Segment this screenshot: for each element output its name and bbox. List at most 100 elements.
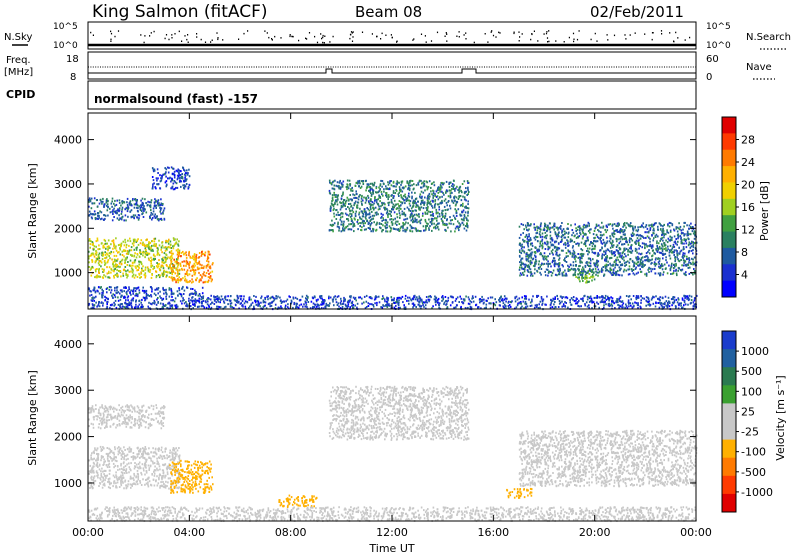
data-cell — [348, 179, 351, 182]
noise-point — [590, 38, 592, 41]
data-cell — [186, 269, 189, 272]
data-cell — [455, 214, 458, 217]
data-cell — [363, 220, 365, 223]
data-cell — [347, 187, 350, 190]
data-cell — [415, 203, 418, 206]
data-cell — [620, 235, 622, 238]
data-cell — [187, 187, 190, 190]
data-cell — [640, 252, 643, 255]
data-cell — [146, 245, 149, 248]
data-cell — [683, 248, 685, 250]
data-cell — [346, 225, 349, 228]
data-cell — [573, 268, 575, 270]
noise-point — [200, 38, 202, 41]
data-cell — [558, 257, 561, 260]
data-cell — [423, 184, 426, 187]
data-cell — [573, 253, 575, 256]
data-cell — [370, 192, 372, 195]
data-cell — [647, 303, 649, 306]
data-cell — [141, 197, 144, 200]
noise-point — [376, 35, 378, 38]
data-cell — [134, 294, 136, 297]
data-cell — [164, 246, 167, 249]
data-cell — [599, 234, 602, 237]
data-cell — [668, 254, 671, 257]
data-cell — [192, 258, 195, 261]
data-cell — [675, 226, 678, 229]
data-cell — [593, 252, 595, 254]
data-cell — [638, 247, 640, 250]
data-cell — [601, 270, 603, 273]
data-cell — [195, 255, 197, 258]
data-cell — [612, 264, 614, 267]
data-cell — [442, 220, 444, 223]
data-cell — [126, 276, 128, 279]
data-cell — [123, 201, 125, 203]
data-cell — [432, 196, 434, 199]
data-cell — [154, 198, 156, 201]
noise-point — [430, 40, 433, 42]
data-cell — [186, 273, 189, 276]
data-cell — [547, 274, 549, 277]
data-cell — [641, 297, 644, 300]
data-cell — [94, 217, 97, 219]
data-cell — [183, 186, 185, 189]
data-cell — [137, 218, 140, 221]
data-cell — [677, 297, 679, 300]
data-cell — [412, 302, 415, 305]
data-cell — [639, 260, 642, 263]
data-cell — [414, 217, 416, 220]
data-cell — [333, 215, 336, 218]
data-cell — [586, 276, 589, 279]
data-cell — [90, 290, 92, 293]
data-cell — [576, 302, 578, 305]
data-cell — [172, 245, 174, 248]
data-cell — [220, 295, 223, 298]
data-cell — [672, 302, 675, 305]
data-cell — [100, 286, 102, 288]
data-cell — [169, 307, 171, 310]
data-cell — [417, 200, 419, 203]
data-cell — [390, 227, 393, 230]
data-cell — [418, 179, 421, 182]
data-cell — [408, 302, 410, 305]
data-cell — [364, 210, 366, 213]
data-cell — [151, 187, 154, 190]
data-cell — [618, 223, 620, 226]
data-cell — [159, 218, 162, 221]
freq-tick-low: 8 — [70, 72, 76, 83]
data-cell — [338, 226, 340, 228]
data-cell — [185, 178, 188, 181]
data-cell — [404, 196, 407, 198]
data-cell — [186, 173, 189, 176]
data-cell — [541, 302, 544, 305]
data-cell — [627, 273, 630, 276]
data-cell — [599, 238, 601, 241]
data-cell — [630, 251, 632, 254]
data-cell — [154, 258, 156, 260]
data-cell — [150, 256, 152, 259]
data-cell — [129, 237, 131, 240]
data-cell — [562, 234, 565, 237]
data-cell — [215, 296, 217, 298]
data-cell — [149, 215, 151, 218]
data-cell — [460, 199, 463, 202]
data-cell — [525, 258, 528, 261]
data-cell — [185, 256, 188, 259]
data-cell — [528, 267, 531, 270]
data-cell — [635, 234, 638, 237]
noise-point — [499, 32, 501, 34]
data-cell — [171, 172, 174, 175]
data-cell — [155, 204, 158, 207]
data-cell — [583, 269, 585, 272]
data-cell — [283, 300, 285, 303]
data-cell — [178, 292, 181, 295]
data-cell — [557, 235, 560, 238]
data-cell — [292, 296, 295, 299]
data-cell — [550, 265, 552, 268]
data-cell — [111, 210, 113, 213]
noise-point — [634, 32, 636, 34]
data-cell — [621, 229, 623, 232]
noise-point — [314, 35, 316, 38]
data-cell — [581, 249, 584, 252]
